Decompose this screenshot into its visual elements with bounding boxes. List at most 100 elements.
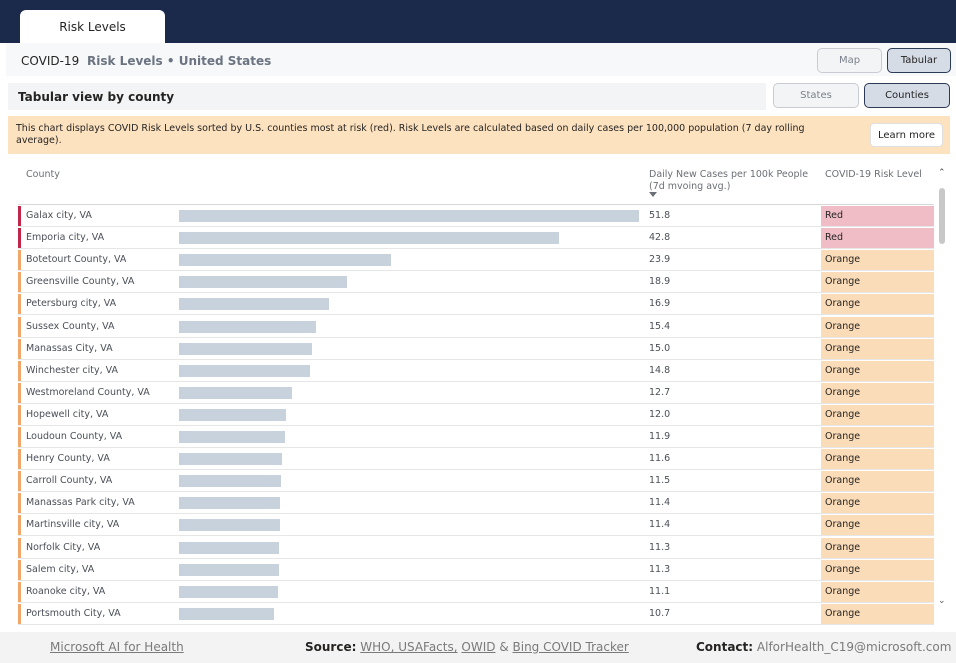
- contact-email[interactable]: AlforHealth_C19@microsoft.com: [756, 640, 952, 654]
- cases-value: 12.7: [649, 386, 671, 398]
- table-row[interactable]: Loudoun County, VA 11.9 Orange: [18, 426, 934, 448]
- section-title: Tabular view by county: [18, 90, 175, 104]
- cases-value: 11.3: [649, 541, 671, 553]
- risk-level-cell: Orange: [821, 316, 934, 337]
- risk-accent: [18, 316, 21, 337]
- risk-accent: [18, 338, 21, 359]
- table-row[interactable]: Martinsville city, VA 11.4 Orange: [18, 514, 934, 537]
- cases-bar: [179, 364, 311, 377]
- county-name: Hopewell city, VA: [26, 408, 109, 420]
- county-name: Loudoun County, VA: [26, 431, 123, 442]
- risk-accent: [18, 515, 21, 536]
- table-row[interactable]: Manassas Park city, VA 11.4 Orange: [18, 492, 934, 515]
- cases-bar: [179, 298, 330, 311]
- source-link-bing[interactable]: Bing COVID Tracker: [512, 640, 629, 654]
- source-link-owid[interactable]: OWID: [461, 640, 496, 654]
- risk-level-cell: Orange: [821, 471, 934, 492]
- cases-value: 51.8: [649, 210, 671, 221]
- source-link-who-usafacts[interactable]: WHO, USAFacts,: [360, 640, 458, 654]
- chevron-down-icon[interactable]: ⌄: [938, 596, 946, 606]
- tabular-view-button[interactable]: Tabular: [887, 48, 951, 73]
- learn-more-button[interactable]: Learn more: [870, 123, 943, 147]
- table-row[interactable]: Manassas City, VA 15.0 Orange: [18, 338, 934, 360]
- table-row[interactable]: Sussex County, VA 15.4 Orange: [18, 316, 934, 338]
- risk-level-cell: Orange: [821, 493, 934, 514]
- cases-bar: [179, 276, 347, 289]
- table-row[interactable]: Norfolk City, VA 11.3 Orange: [18, 537, 934, 559]
- table-row[interactable]: Hopewell city, VA 12.0 Orange: [18, 404, 934, 426]
- risk-level-cell: Orange: [821, 360, 934, 381]
- counties-button[interactable]: Counties: [864, 83, 950, 108]
- table-row[interactable]: Roanoke city, VA 11.1 Orange: [18, 581, 934, 603]
- column-header-risk[interactable]: COVID-19 Risk Level: [825, 169, 922, 180]
- scrollbar-thumb[interactable]: [939, 188, 945, 244]
- risk-level-cell: Red: [821, 206, 934, 226]
- cases-value: 11.9: [649, 431, 671, 442]
- footer-source: Source: WHO, USAFacts, OWID & Bing COVID…: [305, 640, 629, 654]
- cases-bar: [179, 563, 280, 576]
- column-header-county[interactable]: County: [26, 169, 60, 180]
- cases-value: 12.0: [649, 408, 671, 420]
- risk-level-cell: Orange: [821, 382, 934, 403]
- table-row[interactable]: Emporia city, VA 42.8 Red: [18, 227, 934, 250]
- risk-accent: [18, 272, 21, 293]
- risk-level-cell: Orange: [821, 603, 934, 624]
- county-name: Manassas Park city, VA: [26, 497, 135, 509]
- cases-value: 10.7: [649, 607, 671, 619]
- table-row[interactable]: Petersburg city, VA 16.9 Orange: [18, 293, 934, 316]
- risk-level-cell: Orange: [821, 404, 934, 425]
- tab-risk-levels[interactable]: Risk Levels: [20, 10, 165, 43]
- banner-text: This chart displays COVID Risk Levels so…: [16, 123, 805, 146]
- cases-value: 14.8: [649, 364, 671, 376]
- source-amp: &: [499, 640, 509, 654]
- county-name: Botetourt County, VA: [26, 254, 127, 266]
- table-row[interactable]: Salem city, VA 11.3 Orange: [18, 559, 934, 581]
- risk-level-cell: Orange: [821, 559, 934, 580]
- cases-value: 15.4: [649, 320, 671, 332]
- county-name: Norfolk City, VA: [26, 541, 101, 553]
- risk-accent: [18, 206, 21, 226]
- risk-level-cell: Orange: [821, 449, 934, 470]
- chevron-up-icon[interactable]: ⌃: [938, 168, 946, 178]
- column-header-cases[interactable]: Daily New Cases per 100k People (7d mvoi…: [649, 169, 809, 192]
- states-button[interactable]: States: [773, 83, 859, 108]
- risk-level-cell: Orange: [821, 537, 934, 558]
- table-row[interactable]: Botetourt County, VA 23.9 Orange: [18, 249, 934, 272]
- county-name: Henry County, VA: [26, 453, 110, 465]
- risk-accent: [18, 537, 21, 558]
- title-covid: COVID-19: [21, 54, 80, 68]
- risk-accent: [18, 360, 21, 381]
- info-banner: This chart displays COVID Risk Levels so…: [8, 116, 950, 154]
- table-row[interactable]: Winchester city, VA 14.8 Orange: [18, 360, 934, 382]
- scrollbar[interactable]: ⌃ ⌄: [936, 168, 947, 610]
- page-title: COVID-19 Risk Levels • United States: [21, 54, 271, 68]
- table-row[interactable]: Portsmouth City, VA 10.7 Orange: [18, 603, 934, 625]
- cases-value: 42.8: [649, 232, 671, 244]
- table-row[interactable]: Henry County, VA 11.6 Orange: [18, 448, 934, 471]
- footer-contact: Contact: AlforHealth_C19@microsoft.com: [696, 640, 951, 654]
- cases-bar: [179, 519, 281, 532]
- cases-bar: [179, 431, 285, 443]
- cases-bar: [179, 607, 275, 620]
- sort-descending-icon: [649, 192, 657, 197]
- county-name: Emporia city, VA: [26, 232, 105, 244]
- map-view-button[interactable]: Map: [817, 48, 882, 73]
- table-row[interactable]: Carroll County, VA 11.5 Orange: [18, 470, 934, 493]
- risk-level-cell: Orange: [821, 581, 934, 602]
- cases-value: 11.4: [649, 519, 671, 531]
- header-divider: [18, 204, 934, 205]
- county-name: Manassas City, VA: [26, 342, 113, 354]
- county-name: Sussex County, VA: [26, 320, 115, 332]
- cases-bar: [179, 497, 281, 510]
- table-row[interactable]: Galax city, VA 51.8 Red: [18, 205, 934, 227]
- cases-bar: [179, 210, 639, 222]
- footer-link-ai-for-health[interactable]: Microsoft AI for Health: [50, 640, 184, 654]
- risk-accent: [18, 559, 21, 580]
- risk-level-cell: Orange: [821, 272, 934, 293]
- cases-bar: [179, 453, 282, 466]
- table-row[interactable]: Westmoreland County, VA 12.7 Orange: [18, 382, 934, 404]
- cases-bar: [179, 541, 280, 554]
- cases-bar: [179, 232, 560, 245]
- county-name: Westmoreland County, VA: [26, 386, 150, 398]
- table-row[interactable]: Greensville County, VA 18.9 Orange: [18, 271, 934, 294]
